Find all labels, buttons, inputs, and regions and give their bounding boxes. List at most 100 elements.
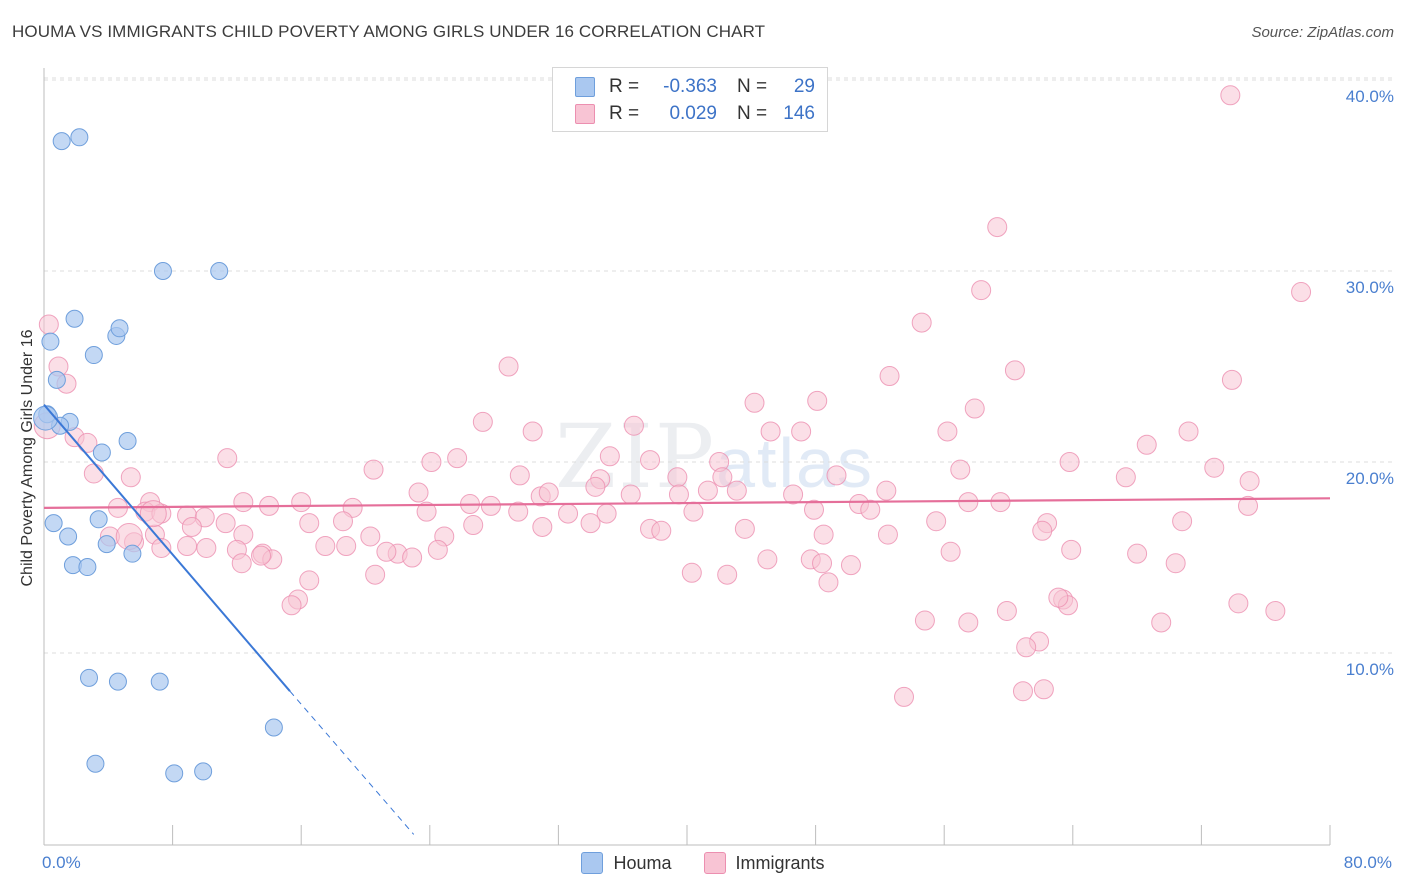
houma-point xyxy=(65,309,84,328)
immigrants-point xyxy=(683,501,704,522)
immigrants-point xyxy=(365,564,386,585)
houma-point xyxy=(59,527,78,546)
immigrants-point xyxy=(681,562,702,583)
legend-n-value: 29 xyxy=(793,76,815,97)
houma-point xyxy=(108,672,127,691)
immigrants-point xyxy=(120,467,141,488)
immigrants-point xyxy=(215,513,236,534)
legend-item-immigrants[interactable]: Immigrants xyxy=(703,852,825,874)
immigrants-point xyxy=(1221,369,1242,390)
immigrants-point xyxy=(1016,637,1037,658)
immigrants-swatch xyxy=(575,104,595,124)
immigrants-point xyxy=(667,467,688,488)
immigrants-point xyxy=(231,553,252,574)
houma-point xyxy=(110,319,129,338)
houma-point xyxy=(89,510,108,529)
immigrants-point xyxy=(640,450,661,471)
immigrants-point xyxy=(315,536,336,557)
immigrants-point xyxy=(726,480,747,501)
immigrants-point xyxy=(1061,539,1082,560)
immigrants-point xyxy=(958,612,979,633)
legend-r-label: R = xyxy=(609,76,640,97)
houma-point xyxy=(97,535,116,554)
immigrants-point xyxy=(416,501,437,522)
immigrants-point xyxy=(181,516,202,537)
immigrants-point xyxy=(668,484,689,505)
immigrants-point xyxy=(879,366,900,387)
immigrants-point xyxy=(1136,434,1157,455)
immigrants-point xyxy=(1178,421,1199,442)
y-tick-label-20: 20.0% xyxy=(1345,469,1394,488)
chart-title: HOUMA VS IMMIGRANTS CHILD POVERTY AMONG … xyxy=(12,22,766,41)
immigrants-point xyxy=(522,421,543,442)
immigrants-point xyxy=(421,452,442,472)
immigrants-point xyxy=(447,448,468,469)
immigrants-point xyxy=(877,524,898,545)
legend-r-label: R = xyxy=(609,103,640,124)
immigrants-point xyxy=(1059,452,1080,472)
immigrants-point xyxy=(151,537,172,558)
immigrants-point xyxy=(914,610,935,631)
immigrants-point xyxy=(38,314,59,335)
immigrants-point xyxy=(1228,593,1249,614)
legend-n-label: N = xyxy=(737,76,768,97)
immigrants-point xyxy=(585,476,606,497)
legend-row-houma: R = -0.363 N = 29 xyxy=(575,76,815,98)
immigrants-point xyxy=(760,421,781,442)
immigrants-point xyxy=(402,547,423,568)
houma-point xyxy=(264,718,283,737)
houma-point xyxy=(153,262,172,280)
immigrants-point xyxy=(818,572,839,593)
y-tick-label-10: 10.0% xyxy=(1345,660,1394,679)
immigrants-point xyxy=(744,392,765,413)
immigrants-point xyxy=(1048,587,1069,608)
immigrants-point xyxy=(697,480,718,501)
immigrants-point xyxy=(532,516,553,537)
immigrants-legend-swatch xyxy=(703,852,726,874)
legend-item-houma[interactable]: Houma xyxy=(581,852,672,874)
immigrants-point xyxy=(408,482,429,503)
immigrants-point xyxy=(940,541,961,562)
immigrants-point xyxy=(826,465,847,486)
immigrants-point xyxy=(1032,520,1053,541)
immigrants-point xyxy=(1172,511,1193,532)
immigrants-point xyxy=(717,564,738,585)
immigrants-point xyxy=(803,499,824,520)
immigrants-point xyxy=(712,467,733,488)
legend-r-value: -0.363 xyxy=(663,76,717,97)
houma-point xyxy=(33,405,59,431)
legend-label-immigrants: Immigrants xyxy=(735,852,825,873)
immigrants-point xyxy=(964,398,985,419)
x-tick-label-min: 0.0% xyxy=(42,853,81,872)
legend-n-label: N = xyxy=(737,103,768,124)
immigrants-point xyxy=(937,421,958,442)
immigrants-point xyxy=(996,600,1017,621)
immigrants-point xyxy=(472,411,493,432)
immigrants-point xyxy=(498,356,519,377)
legend-n-value: 146 xyxy=(783,103,815,124)
houma-point xyxy=(80,668,99,687)
immigrants-point xyxy=(860,499,881,520)
immigrants-point xyxy=(1265,600,1286,621)
y-axis-label: Child Poverty Among Girls Under 16 xyxy=(19,329,36,587)
immigrants-point xyxy=(926,511,947,532)
houma-trend-extension xyxy=(289,690,415,835)
houma-point xyxy=(86,754,105,773)
immigrants-point xyxy=(1165,553,1186,574)
houma-point xyxy=(194,762,213,781)
immigrants-point xyxy=(807,390,828,411)
immigrants-point xyxy=(251,545,272,566)
immigrants-point xyxy=(538,482,559,503)
houma-point xyxy=(78,558,97,577)
immigrants-point xyxy=(1204,457,1225,478)
houma-point xyxy=(123,544,142,563)
immigrants-point xyxy=(840,555,861,576)
legend-r-value: 0.029 xyxy=(669,103,717,124)
immigrants-point xyxy=(620,484,641,505)
immigrants-point xyxy=(332,511,353,532)
immigrants-point xyxy=(360,526,381,547)
immigrants-point xyxy=(217,448,238,469)
series-legend: Houma Immigrants xyxy=(0,852,1406,874)
houma-point xyxy=(118,431,137,450)
